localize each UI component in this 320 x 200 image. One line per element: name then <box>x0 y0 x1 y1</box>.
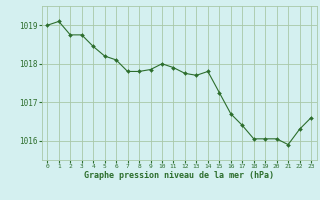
X-axis label: Graphe pression niveau de la mer (hPa): Graphe pression niveau de la mer (hPa) <box>84 171 274 180</box>
